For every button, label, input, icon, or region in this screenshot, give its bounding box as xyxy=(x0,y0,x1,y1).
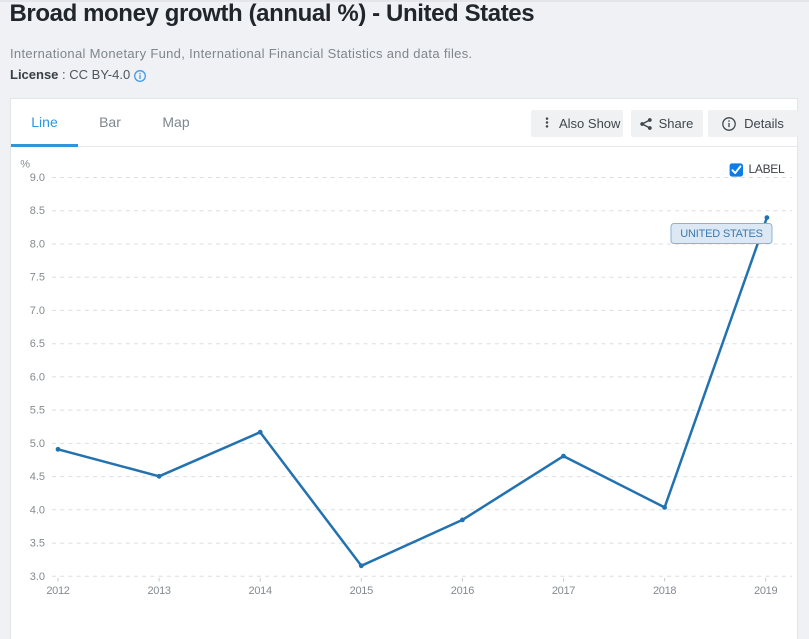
svg-text:7.5: 7.5 xyxy=(30,272,45,284)
svg-text:2017: 2017 xyxy=(552,585,575,597)
svg-text:2019: 2019 xyxy=(754,585,777,597)
svg-text:3.5: 3.5 xyxy=(30,538,45,550)
svg-text:2014: 2014 xyxy=(249,585,272,597)
svg-text:%: % xyxy=(20,159,30,171)
svg-text:8.0: 8.0 xyxy=(30,239,45,251)
svg-text:4.5: 4.5 xyxy=(30,471,45,483)
svg-text:2018: 2018 xyxy=(653,585,676,597)
svg-text:2016: 2016 xyxy=(451,585,474,597)
svg-text:UNITED STATES: UNITED STATES xyxy=(680,228,763,240)
svg-text:8.5: 8.5 xyxy=(30,205,45,217)
svg-text:6.0: 6.0 xyxy=(30,371,45,383)
svg-text:2015: 2015 xyxy=(350,585,373,597)
svg-text:2012: 2012 xyxy=(46,585,69,597)
svg-text:4.0: 4.0 xyxy=(30,504,45,516)
svg-text:5.0: 5.0 xyxy=(30,438,45,450)
svg-text:9.0: 9.0 xyxy=(30,172,45,184)
svg-text:3.0: 3.0 xyxy=(30,571,45,583)
svg-text:LABEL: LABEL xyxy=(749,162,785,176)
svg-text:2013: 2013 xyxy=(147,585,170,597)
svg-text:7.0: 7.0 xyxy=(30,305,45,317)
svg-text:5.5: 5.5 xyxy=(30,405,45,417)
svg-text:6.5: 6.5 xyxy=(30,338,45,350)
